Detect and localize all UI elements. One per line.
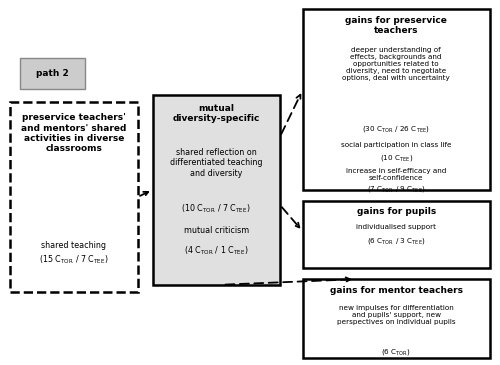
FancyBboxPatch shape — [152, 95, 280, 285]
Text: (4 C$_{\mathregular{TOR}}$ / 1 C$_{\mathregular{TEE}}$): (4 C$_{\mathregular{TOR}}$ / 1 C$_{\math… — [184, 245, 248, 257]
Text: social participation in class life: social participation in class life — [341, 142, 452, 148]
Text: (30 C$_{\mathregular{TOR}}$ / 26 C$_{\mathregular{TEE}}$): (30 C$_{\mathregular{TOR}}$ / 26 C$_{\ma… — [362, 124, 430, 134]
FancyBboxPatch shape — [302, 9, 490, 190]
Text: (10 C$_{\mathregular{TOR}}$ / 7 C$_{\mathregular{TEE}}$): (10 C$_{\mathregular{TOR}}$ / 7 C$_{\mat… — [182, 203, 251, 215]
FancyBboxPatch shape — [10, 102, 138, 292]
Text: (15 C$_{\mathregular{TOR}}$ / 7 C$_{\mathregular{TEE}}$): (15 C$_{\mathregular{TOR}}$ / 7 C$_{\mat… — [39, 254, 108, 266]
Text: mutual criticism: mutual criticism — [184, 226, 249, 235]
Text: (10 C$_{\mathregular{TEE}}$): (10 C$_{\mathregular{TEE}}$) — [380, 153, 413, 163]
Text: deeper understanding of
effects, backgrounds and
opportunities related to
divers: deeper understanding of effects, backgro… — [342, 47, 450, 81]
Text: gains for mentor teachers: gains for mentor teachers — [330, 286, 463, 295]
Text: gains for pupils: gains for pupils — [356, 207, 436, 216]
Text: individualised support: individualised support — [356, 224, 436, 230]
Text: preservice teachers'
and mentors' shared
activities in diverse
classrooms: preservice teachers' and mentors' shared… — [21, 113, 126, 153]
FancyBboxPatch shape — [302, 201, 490, 268]
Text: (6 C$_{\mathregular{TOR}}$): (6 C$_{\mathregular{TOR}}$) — [382, 347, 411, 357]
Text: shared teaching: shared teaching — [41, 241, 106, 250]
Text: (7 C$_{\mathregular{TOR}}$ / 9 C$_{\mathregular{TEE}}$): (7 C$_{\mathregular{TOR}}$ / 9 C$_{\math… — [367, 184, 426, 194]
Text: (6 C$_{\mathregular{TOR}}$ / 3 C$_{\mathregular{TEE}}$): (6 C$_{\mathregular{TOR}}$ / 3 C$_{\math… — [367, 236, 426, 246]
Text: shared reflection on
differentiated teaching
and diversity: shared reflection on differentiated teac… — [170, 148, 262, 178]
Text: path 2: path 2 — [36, 69, 69, 78]
Text: mutual
diversity-specific: mutual diversity-specific — [172, 104, 260, 123]
Text: gains for preservice
teachers: gains for preservice teachers — [346, 16, 447, 35]
FancyBboxPatch shape — [302, 279, 490, 358]
FancyBboxPatch shape — [20, 58, 85, 89]
Text: new impulses for differentiation
and pupils' support, new
perspectives on indivi: new impulses for differentiation and pup… — [337, 305, 456, 325]
Text: increase in self-efficacy and
self-confidence: increase in self-efficacy and self-confi… — [346, 168, 446, 181]
